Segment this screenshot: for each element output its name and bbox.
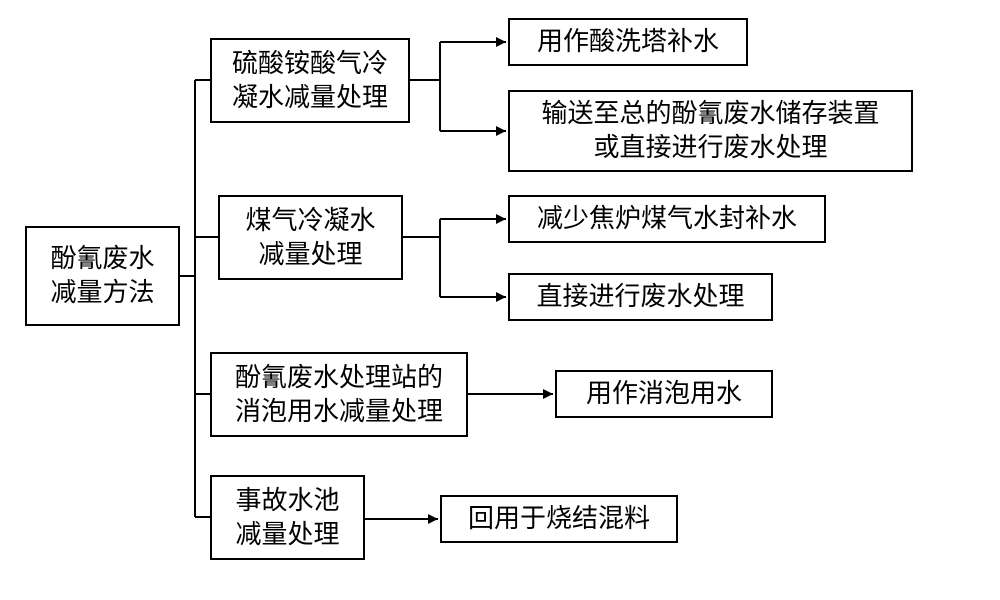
leaf2a-node: 减少焦炉煤气水封补水 (508, 195, 826, 243)
branch2-label: 煤气冷凝水减量处理 (245, 204, 375, 272)
branch3-label: 酚氰废水处理站的消泡用水减量处理 (235, 361, 443, 429)
leaf2b-node: 直接进行废水处理 (508, 273, 773, 321)
root-node: 酚氰废水减量方法 (25, 226, 180, 326)
leaf1a-label: 用作酸洗塔补水 (537, 25, 719, 59)
branch4-label: 事故水池减量处理 (235, 484, 339, 552)
leaf2a-label: 减少焦炉煤气水封补水 (537, 202, 797, 236)
leaf1b-label: 输送至总的酚氰废水储存装置或直接进行废水处理 (541, 97, 879, 165)
branch4-node: 事故水池减量处理 (210, 475, 365, 560)
leaf4-label: 回用于烧结混料 (468, 502, 650, 536)
root-label: 酚氰废水减量方法 (50, 242, 154, 310)
leaf2b-label: 直接进行废水处理 (536, 280, 744, 314)
branch1-label: 硫酸铵酸气冷凝水减量处理 (232, 47, 388, 115)
branch3-node: 酚氰废水处理站的消泡用水减量处理 (210, 352, 468, 437)
leaf1b-node: 输送至总的酚氰废水储存装置或直接进行废水处理 (508, 90, 913, 172)
leaf1a-node: 用作酸洗塔补水 (508, 18, 748, 66)
leaf3-label: 用作消泡用水 (586, 377, 742, 411)
branch1-node: 硫酸铵酸气冷凝水减量处理 (210, 38, 410, 123)
branch2-node: 煤气冷凝水减量处理 (218, 195, 403, 280)
leaf4-node: 回用于烧结混料 (440, 495, 678, 543)
leaf3-node: 用作消泡用水 (555, 370, 773, 418)
